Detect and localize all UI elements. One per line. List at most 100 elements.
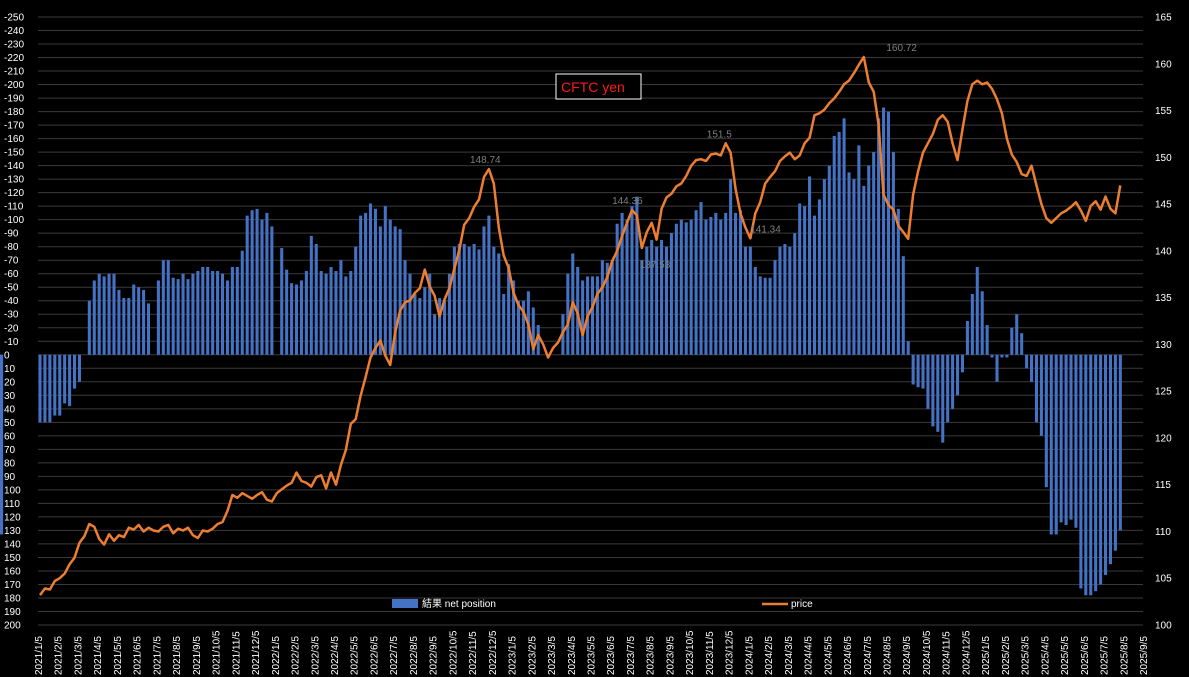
net-position-bar [220, 273, 225, 355]
net-position-bar [186, 279, 190, 355]
net-position-bar [590, 276, 595, 355]
net-position-bar [704, 219, 708, 355]
x-tick-label: 2025/6/5 [1080, 636, 1091, 675]
net-position-bar [1000, 354, 1004, 358]
net-position-bar [1113, 354, 1117, 551]
net-position-bar [901, 256, 905, 355]
net-position-bar [492, 246, 496, 355]
x-tick-label: 2021/10/5 [212, 630, 223, 675]
x-tick-label: 2021/5/5 [113, 636, 124, 675]
net-position-bar [566, 273, 570, 355]
net-position-bar [965, 321, 969, 355]
net-position-bar [438, 298, 442, 355]
net-position-bar [294, 284, 299, 355]
legend-label-net-position: 結果 net position [422, 597, 496, 610]
net-position-bar [946, 354, 950, 423]
net-position-bar [1025, 354, 1029, 369]
net-position-bar [891, 152, 895, 355]
left-tick-label: -130 [4, 175, 24, 186]
x-tick-label: 2025/4/5 [1040, 636, 1051, 675]
net-position-bar [817, 199, 821, 355]
net-position-bar [48, 354, 52, 423]
net-position-bar [793, 233, 797, 355]
net-position-bar [531, 307, 535, 355]
net-position-bar [1049, 354, 1053, 535]
x-tick-label: 2022/6/5 [369, 636, 380, 675]
net-position-bar [433, 314, 437, 355]
net-position-bar [428, 273, 432, 355]
x-tick-label: 2021/9/5 [192, 636, 203, 675]
net-position-bar [1010, 327, 1014, 355]
right-tick-label: 135 [1155, 293, 1172, 304]
net-position-bar [975, 266, 979, 355]
net-position-bar [512, 280, 516, 355]
left-tick-label: -220 [4, 53, 24, 64]
x-tick-label: 2024/5/5 [823, 636, 834, 675]
left-tick-label: -160 [4, 134, 24, 145]
net-position-bar [827, 165, 831, 355]
net-position-bar [408, 273, 412, 355]
net-position-bar [63, 354, 67, 404]
net-position-bar [280, 248, 284, 355]
left-tick-label: -80 [4, 242, 19, 253]
net-position-bar [753, 266, 757, 355]
net-position-bar [77, 354, 81, 382]
left-tick-label: 30 [4, 391, 16, 402]
x-tick-label: 2025/2/5 [1001, 636, 1012, 675]
x-tick-label: 2022/5/5 [350, 636, 361, 675]
net-position-bar [847, 172, 851, 355]
left-tick-label: 110 [4, 499, 20, 510]
right-tick-label: 100 [1155, 621, 1172, 632]
net-position-bar [970, 293, 974, 355]
right-tick-label: 155 [1155, 106, 1172, 117]
net-position-bar [344, 276, 348, 355]
net-position-bar [1079, 354, 1083, 589]
net-position-bar [216, 271, 220, 355]
net-position-bar [497, 253, 501, 355]
x-tick-label: 2022/3/5 [310, 636, 321, 675]
net-position-bar [655, 246, 659, 355]
net-position-bar [724, 212, 728, 355]
net-position-bar [640, 260, 644, 355]
net-position-bar [763, 277, 767, 355]
x-tick-label: 2021/6/5 [133, 636, 144, 675]
net-position-bar [521, 300, 525, 355]
x-tick-label: 2021/12/5 [251, 630, 262, 675]
net-position-bar [1094, 354, 1098, 592]
net-position-bar [413, 293, 417, 355]
right-tick-label: 125 [1155, 387, 1172, 398]
net-position-bar [916, 354, 920, 388]
net-position-bar [132, 284, 136, 355]
right-tick-label: 150 [1155, 153, 1172, 164]
x-tick-label: 2024/4/5 [804, 636, 815, 675]
net-position-bar [38, 354, 42, 423]
left-tick-label: 90 [4, 472, 16, 483]
net-position-bar [595, 276, 599, 355]
net-position-bar [447, 273, 451, 355]
chart-title: CFTC yen [561, 79, 625, 95]
left-tick-label: 170 [4, 580, 21, 591]
left-tick-label: 190 [4, 607, 21, 618]
net-position-bar [364, 212, 368, 355]
x-tick-label: 2021/2/5 [54, 636, 65, 675]
right-tick-label: 130 [1155, 340, 1172, 351]
price-annotation: 151.5 [707, 129, 732, 140]
net-position-bar [87, 300, 91, 355]
x-tick-label: 2024/12/5 [961, 630, 972, 675]
net-position-bar [211, 271, 215, 355]
x-tick-label: 2024/1/5 [744, 636, 755, 675]
left-tick-label: -40 [4, 296, 19, 307]
left-tick-label: -50 [4, 283, 19, 294]
left-tick-label: 0 [4, 350, 10, 361]
net-position-bar [319, 271, 323, 355]
x-tick-label: 2022/9/5 [429, 636, 440, 675]
net-position-bar [299, 280, 303, 355]
net-position-bar [58, 354, 62, 416]
left-tick-label: 10 [4, 364, 16, 375]
net-position-bar [487, 215, 491, 355]
net-position-bar [285, 269, 289, 355]
net-position-bar [270, 226, 274, 355]
price-line [38, 55, 1122, 596]
net-position-bar [334, 271, 338, 355]
net-position-bar [1015, 314, 1019, 355]
